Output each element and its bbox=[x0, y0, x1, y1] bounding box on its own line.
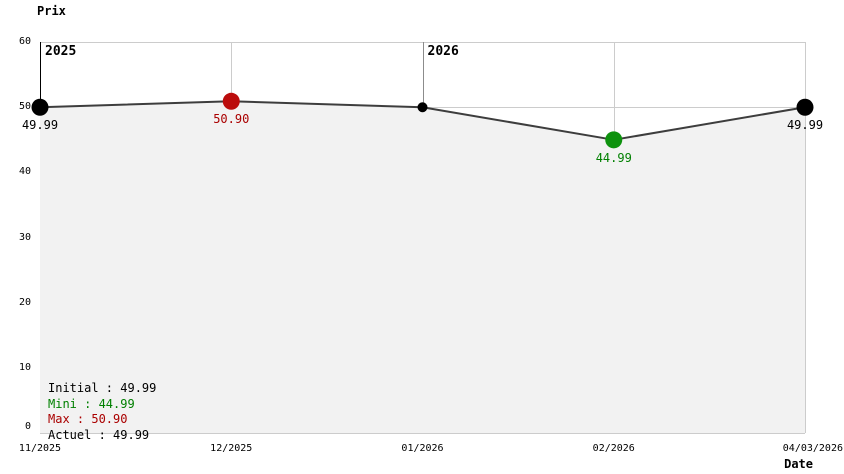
y-tick-label: 30 bbox=[18, 231, 31, 243]
point-value-label: 49.99 bbox=[21, 118, 59, 133]
data-point-max bbox=[222, 92, 240, 110]
data-point-min bbox=[605, 131, 623, 149]
x-tick-label: 04/03/2026 bbox=[782, 443, 843, 454]
data-point-current bbox=[796, 98, 814, 116]
y-tick-label: 10 bbox=[18, 361, 31, 373]
price-legend: Initial : 49.99 Mini : 44.99 Max : 50.90 Ac… bbox=[48, 381, 156, 443]
area-fill bbox=[40, 101, 805, 433]
x-tick-label: 11/2025 bbox=[18, 443, 62, 454]
point-value-label: 49.99 bbox=[786, 118, 824, 133]
data-point-initial bbox=[31, 98, 49, 116]
legend-line-min: Mini : 44.99 bbox=[48, 396, 135, 411]
legend-line-max: Max : 50.90 bbox=[48, 412, 128, 426]
year-annotation: 2025 bbox=[45, 44, 77, 59]
y-tick-label: 60 bbox=[18, 36, 31, 47]
point-value-label: 50.90 bbox=[213, 112, 250, 127]
data-point-intermediate bbox=[417, 102, 428, 113]
point-value-label: 44.99 bbox=[595, 150, 632, 165]
y-axis-title: Prix bbox=[37, 4, 66, 18]
legend-line-initial: Initial : 49.99 bbox=[48, 381, 157, 395]
y-tick-label: 0 bbox=[24, 421, 31, 432]
legend-line-current: Actuel : 49.99 bbox=[48, 427, 150, 442]
x-tick-label: 01/2026 bbox=[401, 443, 444, 454]
y-tick-label: 20 bbox=[18, 296, 31, 308]
y-tick-label: 40 bbox=[18, 166, 31, 178]
x-tick-label: 02/2026 bbox=[592, 443, 635, 454]
year-annotation: 2026 bbox=[427, 44, 459, 59]
y-tick-label: 50 bbox=[18, 101, 31, 113]
x-axis-title: Date bbox=[784, 457, 813, 471]
x-tick-label: 12/2025 bbox=[210, 443, 253, 454]
